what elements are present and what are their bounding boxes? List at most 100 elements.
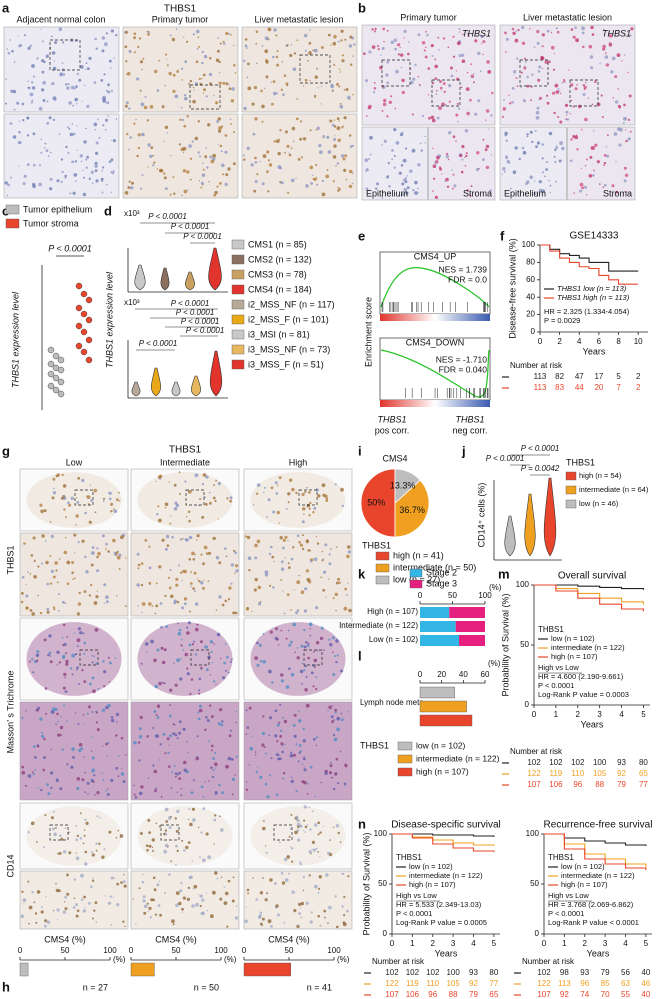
cell	[84, 511, 87, 515]
cell	[284, 857, 288, 862]
cell	[31, 64, 35, 68]
cell	[294, 651, 297, 654]
cell	[162, 681, 165, 684]
cell	[313, 650, 315, 653]
cell	[338, 581, 341, 584]
x-tick-label: 20	[437, 670, 446, 679]
cell	[16, 101, 20, 105]
cell	[46, 608, 50, 611]
cell	[548, 131, 553, 136]
cell	[224, 547, 227, 550]
cell	[201, 898, 205, 902]
cell	[29, 609, 33, 612]
cell	[275, 793, 279, 797]
cell	[553, 111, 556, 115]
cell	[204, 728, 207, 731]
cell	[292, 753, 296, 757]
cell	[138, 887, 141, 890]
cell	[34, 756, 37, 759]
cell	[184, 60, 188, 64]
cell	[288, 872, 291, 875]
cell	[464, 156, 466, 159]
legend-swatch	[397, 767, 413, 777]
cell	[33, 163, 36, 167]
cell	[480, 34, 484, 39]
cell	[259, 775, 263, 780]
cell	[105, 705, 109, 710]
cell	[254, 556, 258, 560]
cell	[623, 54, 626, 56]
cell	[9, 122, 13, 125]
cell	[28, 922, 30, 925]
cell	[209, 674, 212, 676]
point	[47, 346, 55, 354]
cell	[53, 98, 57, 101]
cell	[197, 151, 200, 154]
cell	[130, 186, 134, 190]
x-tick-label: 5	[492, 939, 497, 948]
cell	[294, 830, 298, 835]
cell	[179, 118, 182, 122]
cell	[52, 477, 56, 481]
cell	[44, 920, 46, 923]
cell	[95, 595, 99, 599]
cell	[202, 162, 204, 164]
cell	[438, 106, 442, 110]
cell	[279, 703, 282, 706]
cell	[306, 792, 309, 795]
cell	[309, 29, 311, 31]
cell	[276, 50, 279, 53]
cell	[133, 793, 136, 796]
cell	[295, 789, 298, 793]
cell	[309, 165, 314, 170]
plot-title: Recurrence-free survival	[544, 820, 653, 831]
cell	[174, 683, 178, 687]
cell	[28, 660, 31, 663]
axis-title: CMS4 (%)	[268, 934, 310, 944]
legend-label: low (n = 102)	[416, 740, 466, 750]
point	[75, 304, 83, 312]
axis-multiplier: x10³	[124, 298, 140, 307]
zoom-box	[569, 79, 599, 107]
cell	[223, 886, 226, 888]
cell	[230, 582, 233, 585]
cell	[125, 101, 129, 105]
cell	[160, 646, 164, 650]
cell	[193, 884, 198, 889]
cell	[340, 39, 343, 42]
cell	[212, 496, 216, 500]
cell	[280, 679, 284, 683]
cell	[332, 180, 335, 183]
y-tick-label: 20	[526, 310, 535, 319]
cell	[128, 180, 131, 183]
cell	[271, 102, 274, 106]
point	[85, 356, 93, 364]
cell	[203, 88, 206, 92]
cell	[220, 657, 222, 660]
plot-title: Overall survival	[558, 571, 626, 582]
cell	[102, 500, 105, 503]
cell	[427, 116, 431, 120]
cell	[76, 125, 78, 127]
p-value: P < 0.0001	[183, 232, 222, 241]
cell	[491, 91, 494, 95]
cell	[470, 185, 473, 188]
cell	[181, 67, 184, 70]
cell	[522, 99, 527, 103]
cell	[280, 579, 283, 581]
cell	[330, 776, 333, 779]
cell	[154, 69, 158, 74]
cell	[228, 87, 232, 90]
cell	[52, 66, 57, 71]
cell	[303, 669, 306, 672]
cell	[196, 578, 199, 580]
legend-label: intermediate (n = 122)	[551, 643, 625, 652]
cell	[188, 808, 191, 811]
cell	[233, 162, 236, 166]
cell	[115, 766, 119, 770]
cell	[287, 562, 290, 565]
cell	[90, 736, 93, 738]
x-tick-label: 50	[61, 946, 70, 955]
rank-bar	[380, 400, 490, 407]
cell	[504, 134, 507, 137]
